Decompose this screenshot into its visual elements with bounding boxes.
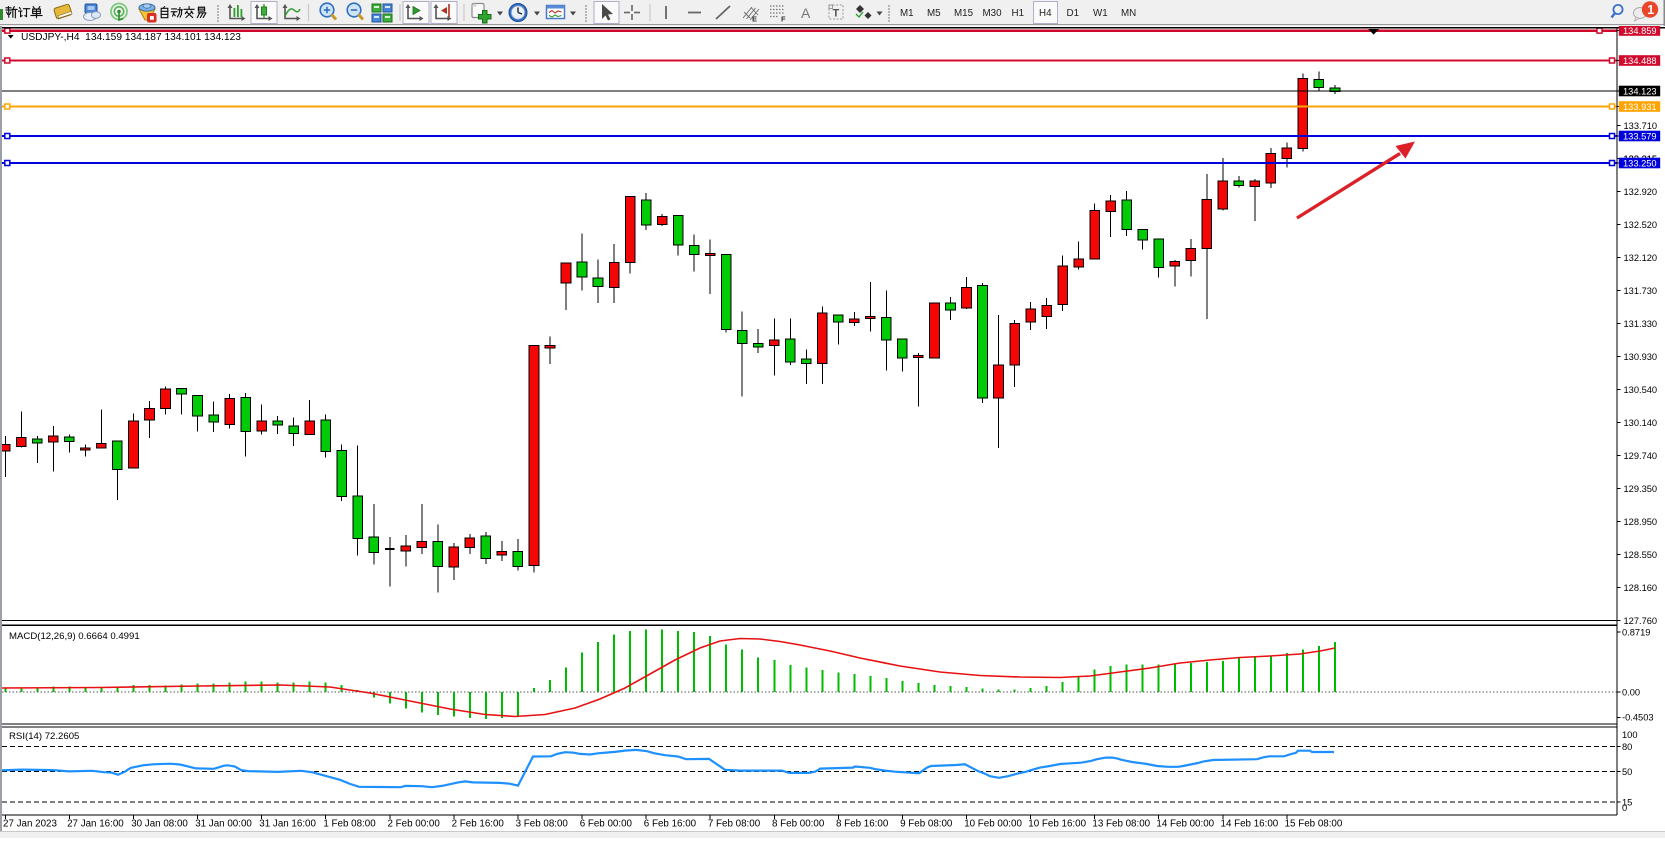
svg-text:0: 0 bbox=[1622, 803, 1627, 813]
svg-text:134.488: 134.488 bbox=[1623, 56, 1657, 66]
svg-text:128.550: 128.550 bbox=[1624, 550, 1658, 560]
svg-text:31 Jan 16:00: 31 Jan 16:00 bbox=[259, 819, 316, 830]
svg-text:132.920: 132.920 bbox=[1624, 187, 1658, 197]
svg-text:E: E bbox=[752, 15, 757, 24]
svg-text:127.760: 127.760 bbox=[1624, 616, 1658, 626]
svg-text:10 Feb 16:00: 10 Feb 16:00 bbox=[1028, 819, 1086, 830]
svg-text:14 Feb 00:00: 14 Feb 00:00 bbox=[1156, 819, 1214, 830]
svg-text:T: T bbox=[833, 8, 840, 20]
svg-text:7 Feb 08:00: 7 Feb 08:00 bbox=[708, 819, 761, 830]
svg-text:8 Feb 00:00: 8 Feb 00:00 bbox=[772, 819, 825, 830]
svg-text:8 Feb 16:00: 8 Feb 16:00 bbox=[836, 819, 889, 830]
svg-text:1 Feb 08:00: 1 Feb 08:00 bbox=[323, 819, 376, 830]
svg-text:131.730: 131.730 bbox=[1624, 286, 1658, 296]
svg-text:128.950: 128.950 bbox=[1624, 517, 1658, 527]
svg-text:0.8719: 0.8719 bbox=[1622, 628, 1650, 638]
svg-text:132.120: 132.120 bbox=[1624, 253, 1658, 263]
svg-text:3 Feb 08:00: 3 Feb 08:00 bbox=[516, 819, 569, 830]
svg-text:134.859: 134.859 bbox=[1623, 26, 1657, 36]
svg-text:133.250: 133.250 bbox=[1623, 158, 1657, 168]
svg-text:133.579: 133.579 bbox=[1623, 131, 1657, 141]
svg-text:M15: M15 bbox=[954, 8, 974, 19]
svg-text:9 Feb 08:00: 9 Feb 08:00 bbox=[900, 819, 953, 830]
svg-text:2 Feb 00:00: 2 Feb 00:00 bbox=[388, 819, 441, 830]
svg-text:15 Feb 08:00: 15 Feb 08:00 bbox=[1285, 819, 1343, 830]
svg-text:130.540: 130.540 bbox=[1624, 385, 1658, 395]
svg-text:M1: M1 bbox=[900, 8, 914, 19]
svg-text:130.140: 130.140 bbox=[1624, 418, 1658, 428]
svg-text:132.520: 132.520 bbox=[1624, 220, 1658, 230]
svg-text:MACD(12,26,9) 0.6664 0.4991: MACD(12,26,9) 0.6664 0.4991 bbox=[9, 631, 140, 642]
svg-text:30 Jan 08:00: 30 Jan 08:00 bbox=[131, 819, 188, 830]
svg-text:6 Feb 00:00: 6 Feb 00:00 bbox=[580, 819, 633, 830]
svg-text:27 Jan 2023: 27 Jan 2023 bbox=[3, 819, 57, 830]
svg-text:133.710: 133.710 bbox=[1624, 121, 1658, 131]
svg-text:10 Feb 00:00: 10 Feb 00:00 bbox=[964, 819, 1022, 830]
svg-text:F: F bbox=[781, 15, 786, 24]
svg-text:128.160: 128.160 bbox=[1624, 583, 1658, 593]
svg-text:USDJPY-,H4 134.159 134.187 13: USDJPY-,H4 134.159 134.187 134.101 134.1… bbox=[21, 32, 241, 43]
svg-text:M30: M30 bbox=[983, 8, 1003, 19]
svg-text:129.350: 129.350 bbox=[1624, 484, 1658, 494]
svg-text:131.330: 131.330 bbox=[1624, 319, 1658, 329]
svg-text:RSI(14) 72.2605: RSI(14) 72.2605 bbox=[9, 731, 79, 742]
svg-text:13 Feb 08:00: 13 Feb 08:00 bbox=[1092, 819, 1150, 830]
svg-text:D1: D1 bbox=[1067, 8, 1080, 19]
svg-text:H4: H4 bbox=[1039, 8, 1052, 19]
svg-text:A: A bbox=[801, 5, 811, 21]
svg-text:100: 100 bbox=[1622, 730, 1638, 740]
svg-text:-0.4503: -0.4503 bbox=[1622, 713, 1654, 723]
svg-text:133.931: 133.931 bbox=[1623, 102, 1657, 112]
svg-text:2 Feb 16:00: 2 Feb 16:00 bbox=[452, 819, 505, 830]
svg-text:50: 50 bbox=[1622, 767, 1632, 777]
svg-text:14 Feb 16:00: 14 Feb 16:00 bbox=[1221, 819, 1279, 830]
svg-text:129.740: 129.740 bbox=[1624, 451, 1658, 461]
svg-text:MN: MN bbox=[1121, 8, 1136, 19]
svg-text:134.123: 134.123 bbox=[1623, 86, 1657, 96]
svg-text:6 Feb 16:00: 6 Feb 16:00 bbox=[644, 819, 697, 830]
svg-text:1: 1 bbox=[1647, 3, 1654, 17]
svg-text:H1: H1 bbox=[1012, 8, 1025, 19]
svg-text:31 Jan 00:00: 31 Jan 00:00 bbox=[195, 819, 252, 830]
svg-text:27 Jan 16:00: 27 Jan 16:00 bbox=[67, 819, 124, 830]
svg-text:130.930: 130.930 bbox=[1624, 352, 1658, 362]
svg-text:M5: M5 bbox=[927, 8, 941, 19]
svg-text:0.00: 0.00 bbox=[1622, 687, 1640, 697]
svg-text:80: 80 bbox=[1622, 742, 1632, 752]
svg-text:W1: W1 bbox=[1093, 8, 1108, 19]
